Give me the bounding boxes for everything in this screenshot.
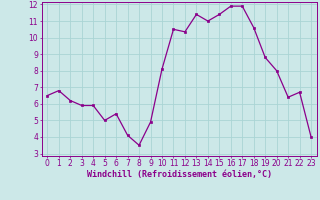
X-axis label: Windchill (Refroidissement éolien,°C): Windchill (Refroidissement éolien,°C) (87, 170, 272, 179)
